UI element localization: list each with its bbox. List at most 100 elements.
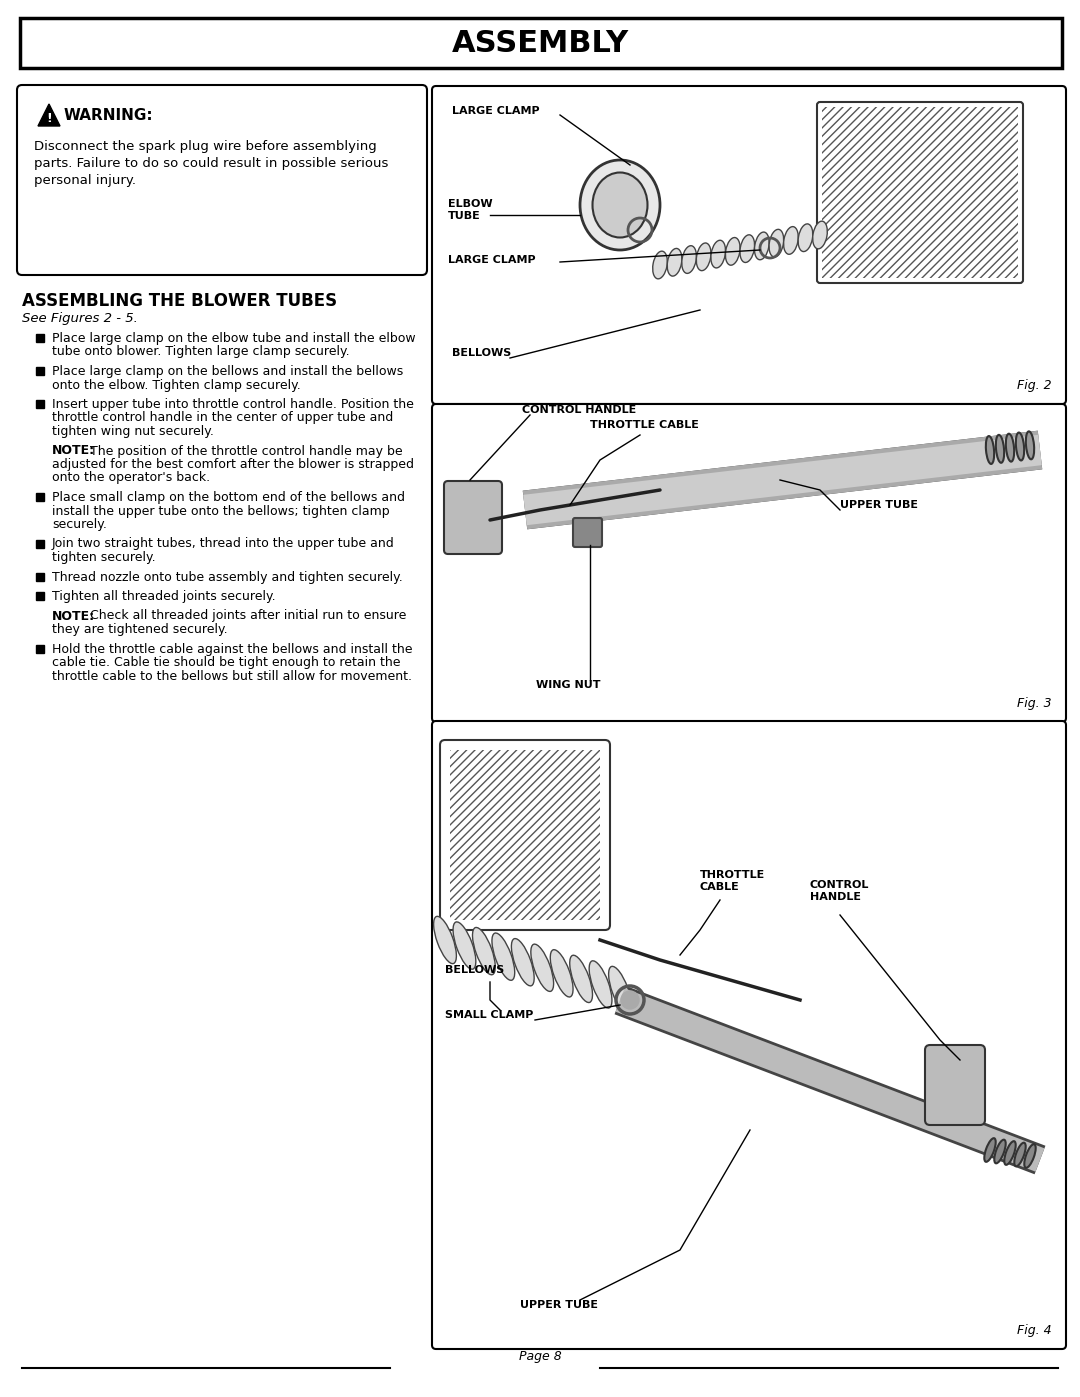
Ellipse shape [986,436,995,464]
Text: Disconnect the spark plug wire before assemblying: Disconnect the spark plug wire before as… [33,140,377,154]
Text: UPPER TUBE: UPPER TUBE [519,1301,598,1310]
Text: CONTROL HANDLE: CONTROL HANDLE [522,405,636,415]
Text: Fig. 3: Fig. 3 [1017,697,1052,710]
FancyBboxPatch shape [816,102,1023,284]
Circle shape [621,990,639,1009]
Text: throttle control handle in the center of upper tube and: throttle control handle in the center of… [52,412,393,425]
Ellipse shape [697,243,711,271]
Ellipse shape [681,246,697,274]
Ellipse shape [473,928,496,975]
Ellipse shape [580,161,660,250]
Text: install the upper tube onto the bellows; tighten clamp: install the upper tube onto the bellows;… [52,504,390,517]
FancyBboxPatch shape [432,87,1066,404]
Polygon shape [38,103,60,126]
Ellipse shape [1014,1143,1026,1166]
Text: NOTE:: NOTE: [52,609,95,623]
Text: NOTE:: NOTE: [52,444,95,457]
Text: WARNING:: WARNING: [64,108,153,123]
Text: cable tie. Cable tie should be tight enough to retain the: cable tie. Cable tie should be tight eno… [52,657,401,669]
Text: Check all threaded joints after initial run to ensure: Check all threaded joints after initial … [86,609,406,623]
Text: CONTROL
HANDLE: CONTROL HANDLE [810,880,869,901]
Text: Place small clamp on the bottom end of the bellows and: Place small clamp on the bottom end of t… [52,490,405,504]
Ellipse shape [726,237,740,265]
Text: ASSEMBLING THE BLOWER TUBES: ASSEMBLING THE BLOWER TUBES [22,292,337,310]
Text: parts. Failure to do so could result in possible serious: parts. Failure to do so could result in … [33,156,389,170]
Text: Place large clamp on the elbow tube and install the elbow: Place large clamp on the elbow tube and … [52,332,416,345]
Text: Place large clamp on the bellows and install the bellows: Place large clamp on the bellows and ins… [52,365,403,379]
Ellipse shape [984,1139,996,1162]
Ellipse shape [570,956,593,1003]
Text: tighten securely.: tighten securely. [52,550,156,564]
FancyBboxPatch shape [444,481,502,555]
Text: LARGE CLAMP: LARGE CLAMP [453,106,540,116]
Ellipse shape [996,434,1004,462]
Ellipse shape [798,224,813,251]
Text: Insert upper tube into throttle control handle. Position the: Insert upper tube into throttle control … [52,398,414,411]
Ellipse shape [1026,432,1035,460]
Ellipse shape [433,916,457,964]
Text: Fig. 2: Fig. 2 [1017,379,1052,393]
Text: See Figures 2 - 5.: See Figures 2 - 5. [22,312,138,326]
Bar [36,334,44,342]
Ellipse shape [492,933,515,981]
Text: they are tightened securely.: they are tightened securely. [52,623,228,636]
Text: THROTTLE
CABLE: THROTTLE CABLE [700,870,766,891]
Text: ELBOW
TUBE: ELBOW TUBE [448,200,492,221]
Bar [36,644,44,652]
Ellipse shape [995,1140,1005,1164]
Text: BELLOWS: BELLOWS [445,965,504,975]
Text: onto the operator's back.: onto the operator's back. [52,472,211,485]
Ellipse shape [812,221,827,249]
Text: Page 8: Page 8 [518,1350,562,1363]
Text: throttle cable to the bellows but still allow for movement.: throttle cable to the bellows but still … [52,669,411,683]
Ellipse shape [551,950,573,997]
Ellipse shape [453,922,476,970]
Ellipse shape [755,232,769,260]
Ellipse shape [531,944,554,992]
Ellipse shape [609,967,632,1014]
Bar [36,573,44,581]
Bar [36,400,44,408]
Text: securely.: securely. [52,518,107,531]
Text: The position of the throttle control handle may be: The position of the throttle control han… [86,444,403,457]
Text: Fig. 4: Fig. 4 [1017,1324,1052,1337]
Text: tube onto blower. Tighten large clamp securely.: tube onto blower. Tighten large clamp se… [52,345,350,359]
Text: SMALL CLAMP: SMALL CLAMP [445,1010,534,1020]
Text: onto the elbow. Tighten clamp securely.: onto the elbow. Tighten clamp securely. [52,379,300,391]
Ellipse shape [1024,1144,1036,1168]
Text: UPPER TUBE: UPPER TUBE [840,500,918,510]
Bar [36,367,44,374]
Ellipse shape [711,240,726,268]
Bar [36,592,44,599]
Text: BELLOWS: BELLOWS [453,348,511,358]
Text: Hold the throttle cable against the bellows and install the: Hold the throttle cable against the bell… [52,643,413,655]
FancyBboxPatch shape [432,404,1066,722]
Text: !: ! [46,113,52,126]
Ellipse shape [667,249,681,277]
Text: ASSEMBLY: ASSEMBLY [451,29,629,59]
Text: Thread nozzle onto tube assembly and tighten securely.: Thread nozzle onto tube assembly and tig… [52,570,403,584]
FancyBboxPatch shape [440,740,610,930]
FancyBboxPatch shape [573,518,602,548]
Ellipse shape [1004,1141,1015,1165]
Ellipse shape [512,939,535,986]
Text: Join two straight tubes, thread into the upper tube and: Join two straight tubes, thread into the… [52,538,395,550]
Ellipse shape [590,961,612,1009]
Ellipse shape [593,172,648,237]
Text: tighten wing nut securely.: tighten wing nut securely. [52,425,214,439]
Ellipse shape [652,251,667,279]
Ellipse shape [784,226,798,254]
Text: THROTTLE CABLE: THROTTLE CABLE [590,420,699,430]
Bar [36,539,44,548]
Ellipse shape [740,235,755,263]
Text: WING NUT: WING NUT [536,680,600,690]
FancyBboxPatch shape [17,85,427,275]
Text: adjusted for the best comfort after the blower is strapped: adjusted for the best comfort after the … [52,458,414,471]
Text: personal injury.: personal injury. [33,175,136,187]
Ellipse shape [769,229,784,257]
Text: LARGE CLAMP: LARGE CLAMP [448,256,536,265]
Ellipse shape [1016,433,1024,461]
FancyBboxPatch shape [21,18,1062,68]
FancyBboxPatch shape [924,1045,985,1125]
Ellipse shape [1005,433,1014,461]
